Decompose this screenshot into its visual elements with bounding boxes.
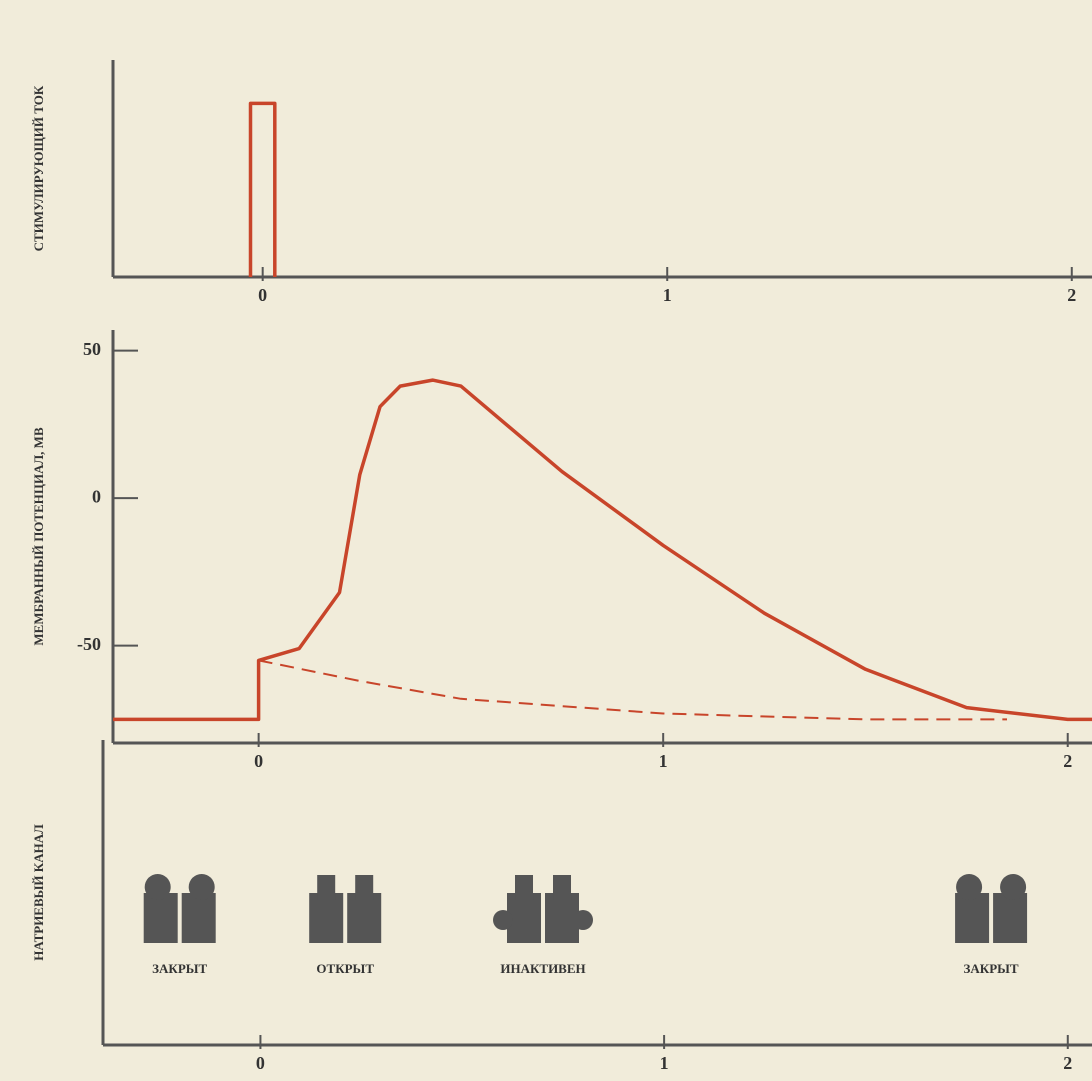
x-tick-label: 2	[1063, 751, 1072, 771]
channel-icon	[309, 875, 381, 943]
channel-half	[182, 893, 216, 943]
ball	[573, 910, 593, 930]
y-axis-label: НАТРИЕВЫЙ КАНАЛ	[31, 824, 46, 961]
channel-half	[309, 893, 343, 943]
state-label: ИНАКТИВЕН	[500, 961, 585, 976]
y-tick-label: 0	[92, 486, 101, 506]
x-tick-label: 0	[256, 1053, 265, 1073]
x-tick-label: 0	[258, 285, 267, 305]
channel-half	[144, 893, 178, 943]
series-line	[259, 660, 1007, 719]
series-line	[251, 103, 275, 277]
x-tick-label: 1	[659, 751, 668, 771]
channel-icon	[493, 875, 593, 943]
state-label: ОТКРЫТ	[316, 961, 374, 976]
gate	[553, 875, 571, 900]
page: СТИМУЛИРУЮЩИЙ ТОК 0 1 2 МЕМБРАННЫЙ ПОТЕНЦИАЛ…	[0, 0, 1092, 1081]
gate	[317, 875, 335, 900]
state-label: ЗАКРЫТ	[964, 961, 1019, 976]
channel-half	[347, 893, 381, 943]
x-tick-label: 2	[1067, 285, 1076, 305]
gate	[515, 875, 533, 900]
gate-ball	[145, 874, 171, 900]
gate-ball	[956, 874, 982, 900]
gate-ball	[1000, 874, 1026, 900]
gate-ball	[189, 874, 215, 900]
figure: СТИМУЛИРУЮЩИЙ ТОК 0 1 2 МЕМБРАННЫЙ ПОТЕНЦИАЛ…	[0, 0, 1092, 1081]
channel-icon	[955, 874, 1027, 943]
x-tick-label: 0	[254, 751, 263, 771]
y-tick-label: -50	[77, 634, 101, 654]
y-tick-label: 50	[83, 339, 101, 359]
y-axis-label: СТИМУЛИРУЮЩИЙ ТОК	[31, 85, 46, 251]
channel-icon	[144, 874, 216, 943]
x-tick-label: 1	[660, 1053, 669, 1073]
state-label: ЗАКРЫТ	[152, 961, 207, 976]
x-tick-label: 2	[1063, 1053, 1072, 1073]
channel-half	[955, 893, 989, 943]
ball	[493, 910, 513, 930]
series-line	[113, 380, 1092, 719]
gate	[355, 875, 373, 900]
channel-half	[993, 893, 1027, 943]
y-axis-label: МЕМБРАННЫЙ ПОТЕНЦИАЛ, МВ	[31, 427, 46, 646]
x-tick-label: 1	[663, 285, 672, 305]
